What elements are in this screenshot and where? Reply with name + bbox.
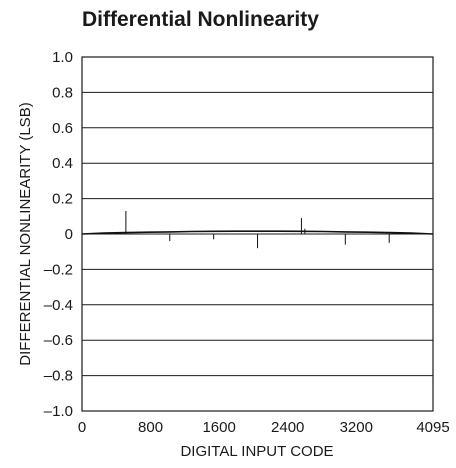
y-tick-label: –0.8: [44, 368, 73, 385]
x-tick-labels: 0 800 1600 2400 3200 4095: [78, 419, 450, 436]
y-tick-label: 0.8: [52, 84, 73, 101]
y-tick-label: –0.2: [44, 261, 73, 278]
y-tick-labels: 1.0 0.8 0.6 0.4 0.2 0 –0.2 –0.4 –0.6 –0.8 –1.0: [44, 49, 73, 420]
x-tick-label: 1600: [202, 419, 235, 436]
x-tick-label: 800: [138, 419, 163, 436]
y-tick-label: –0.6: [44, 332, 73, 349]
y-tick-label: 0: [65, 226, 73, 243]
dnl-series-line: [81, 230, 434, 235]
y-tick-label: 1.0: [52, 49, 73, 66]
x-tick-label: 3200: [340, 419, 373, 436]
x-tick-label: 4095: [416, 419, 449, 436]
x-tick-label: 0: [78, 419, 86, 436]
y-tick-label: –0.4: [44, 297, 73, 314]
y-tick-label: 0.2: [52, 191, 73, 208]
plot-frame: [81, 56, 434, 412]
y-tick-label: 0.6: [52, 120, 73, 137]
chart-title: Differential Nonlinearity: [82, 8, 319, 31]
x-axis-label: DIGITAL INPUT CODE: [180, 443, 333, 460]
y-tick-label: 0.4: [52, 155, 73, 172]
y-axis-label: DIFFERENTIAL NONLINEARITY (LSB): [17, 102, 34, 365]
dnl-trace: [81, 210, 434, 249]
x-tick-label: 2400: [271, 419, 304, 436]
y-tick-label: –1.0: [44, 403, 73, 420]
